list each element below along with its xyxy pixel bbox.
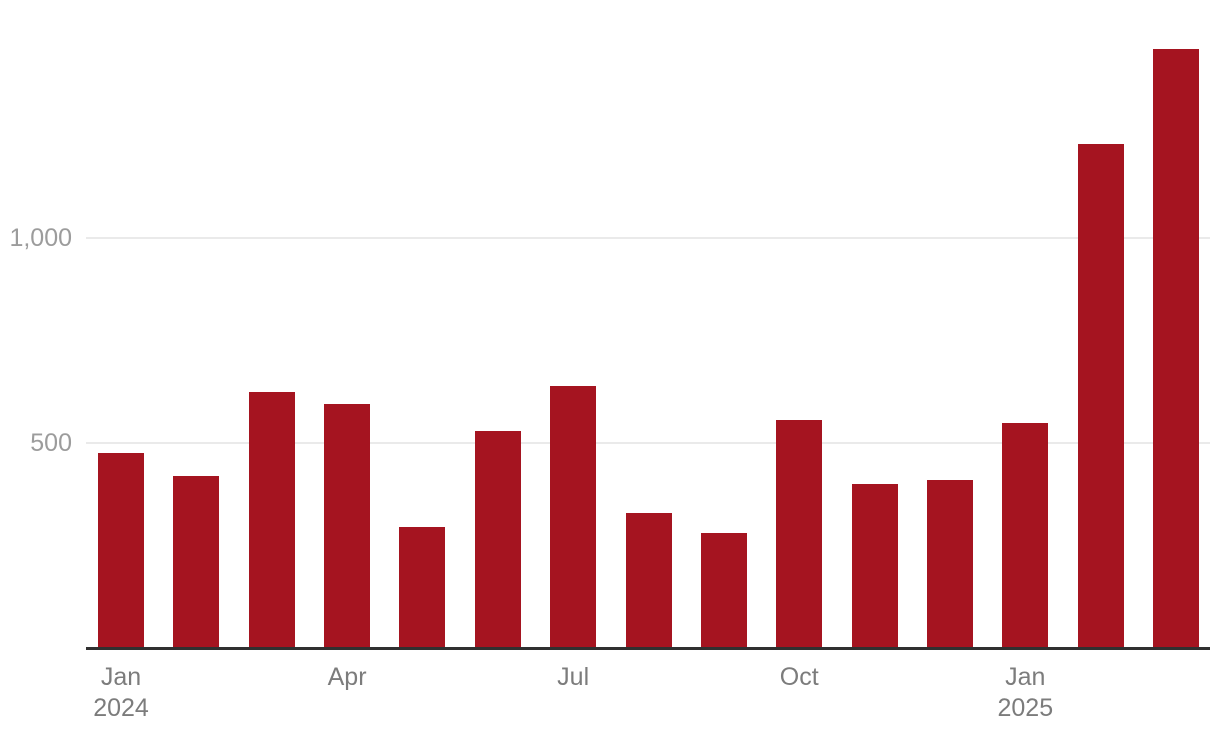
x-tick-line: Apr xyxy=(327,663,367,691)
bar-jan-2025 xyxy=(1002,422,1049,648)
x-axis-line xyxy=(86,647,1210,650)
y-tick-label-1-000: 1,000 xyxy=(9,224,72,252)
bar-sep-2024 xyxy=(700,533,747,648)
bar-jan-2024 xyxy=(98,453,144,648)
bar-jul-2024 xyxy=(550,385,597,648)
x-tick-line: 2025 xyxy=(997,694,1054,722)
x-tick-line: 2024 xyxy=(93,694,149,722)
x-tick-line: Jul xyxy=(557,663,590,691)
x-tick-line: Jan xyxy=(1005,663,1046,691)
bar-apr-2024 xyxy=(324,404,371,648)
bar-may-2024 xyxy=(399,527,446,648)
x-tick-label-jul: Jul xyxy=(557,662,589,693)
gridline-1-000 xyxy=(86,237,1210,239)
x-tick-line: Oct xyxy=(779,663,819,691)
y-tick-label-500: 500 xyxy=(30,429,72,457)
gridline-500 xyxy=(86,442,1210,444)
x-tick-label-oct: Oct xyxy=(780,662,819,693)
bar-mar-2024 xyxy=(248,391,295,648)
bar-feb-2024 xyxy=(173,475,220,648)
bar-feb-2025 xyxy=(1077,143,1124,648)
x-tick-line: Jan xyxy=(100,663,142,691)
bar-dec-2024 xyxy=(926,479,973,648)
plot-area xyxy=(86,0,1210,648)
x-tick-label-apr: Apr xyxy=(328,662,367,693)
bar-oct-2024 xyxy=(776,420,823,648)
x-tick-label-jan-2024: Jan 2024 xyxy=(93,662,149,724)
bar-jun-2024 xyxy=(474,430,521,648)
bar-mar-2025 xyxy=(1153,49,1200,648)
bar-aug-2024 xyxy=(625,512,672,648)
bar-nov-2024 xyxy=(851,484,898,648)
x-tick-label-jan-2025: Jan 2025 xyxy=(998,662,1054,724)
